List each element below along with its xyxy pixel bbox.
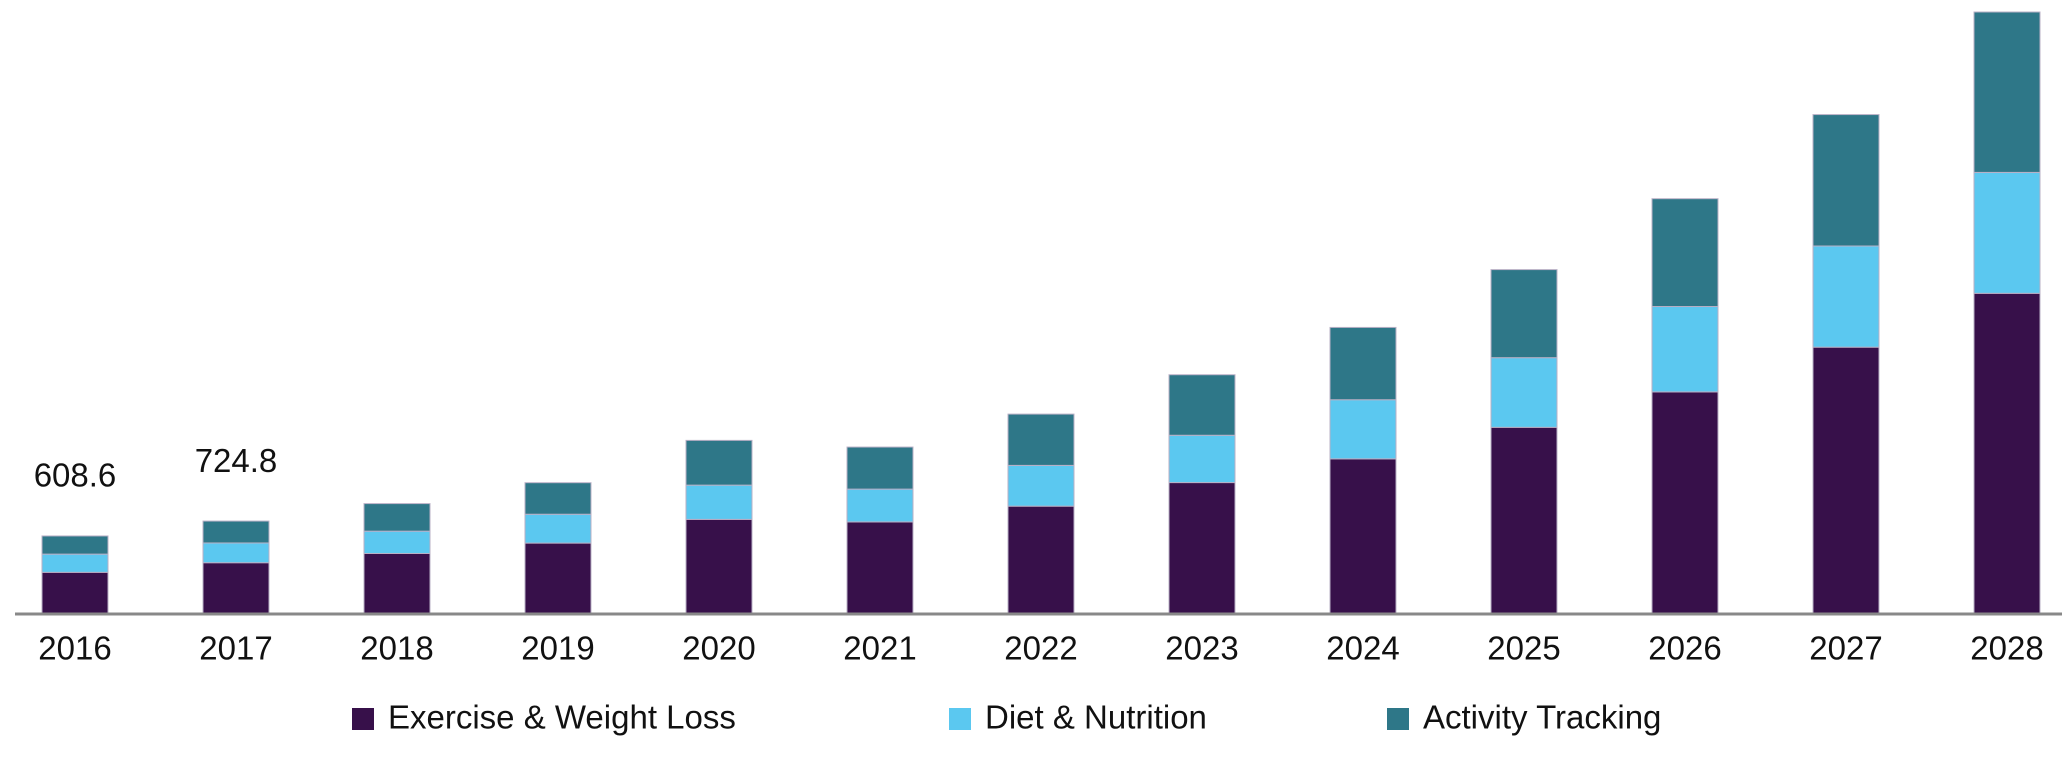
x-tick-label: 2020: [682, 630, 755, 667]
bar-segment: [1812, 245, 1880, 348]
bar-segment: [41, 553, 109, 573]
legend-swatch: [352, 708, 374, 730]
bar-segment: [1973, 292, 2041, 615]
bar-segment: [1973, 171, 2041, 294]
bar-segment: [1329, 326, 1397, 401]
bar-segment: [846, 521, 914, 615]
x-tick-label: 2019: [521, 630, 594, 667]
bar-segment: [1651, 306, 1719, 393]
bar-segment: [1812, 346, 1880, 615]
bar-segment: [363, 503, 431, 532]
bar-segment: [846, 446, 914, 490]
x-tick-label: 2017: [199, 630, 272, 667]
bar-segment: [685, 518, 753, 615]
legend-swatch: [949, 708, 971, 730]
bar-segment: [1651, 198, 1719, 308]
bar-segment: [685, 439, 753, 486]
bar-segment: [363, 552, 431, 615]
bar-segment: [846, 488, 914, 523]
x-tick-label: 2026: [1648, 630, 1721, 667]
legend-swatch: [1387, 708, 1409, 730]
x-tick-label: 2023: [1165, 630, 1238, 667]
legend-label: Activity Tracking: [1423, 699, 1661, 736]
bar-segment: [1329, 399, 1397, 460]
legend-label: Exercise & Weight Loss: [388, 699, 736, 736]
bar-segment: [1168, 374, 1236, 436]
bar-segment: [1651, 391, 1719, 615]
bar-segment: [363, 530, 431, 554]
bar-segment: [524, 542, 592, 615]
bar-segment: [1490, 269, 1558, 359]
bar-segment: [1329, 458, 1397, 615]
bar-segment: [524, 482, 592, 515]
bar-segment: [1490, 357, 1558, 428]
x-tick-label: 2021: [843, 630, 916, 667]
bar-segment: [41, 535, 109, 555]
x-tick-label: 2028: [1970, 630, 2043, 667]
bar-segment: [202, 542, 270, 564]
bar-segment: [202, 520, 270, 544]
x-tick-label: 2025: [1487, 630, 1560, 667]
bar-segment: [1007, 505, 1075, 615]
bar-segment: [1973, 11, 2041, 173]
bar-segment: [1168, 434, 1236, 484]
x-tick-label: 2024: [1326, 630, 1399, 667]
x-tick-label: 2027: [1809, 630, 1882, 667]
bar-segment: [1812, 114, 1880, 247]
legend-label: Diet & Nutrition: [985, 699, 1207, 736]
bar-segment: [202, 562, 270, 615]
x-tick-label: 2016: [38, 630, 111, 667]
bar-segment: [1007, 413, 1075, 466]
x-tick-label: 2022: [1004, 630, 1077, 667]
total-label: 724.8: [195, 442, 278, 479]
bar-segment: [1168, 482, 1236, 615]
x-tick-label: 2018: [360, 630, 433, 667]
bar-segment: [41, 571, 109, 615]
bar-segment: [1007, 464, 1075, 507]
bar-segment: [524, 513, 592, 544]
total-label: 608.6: [34, 457, 117, 494]
bar-segment: [1490, 426, 1558, 615]
bar-segment: [685, 484, 753, 520]
